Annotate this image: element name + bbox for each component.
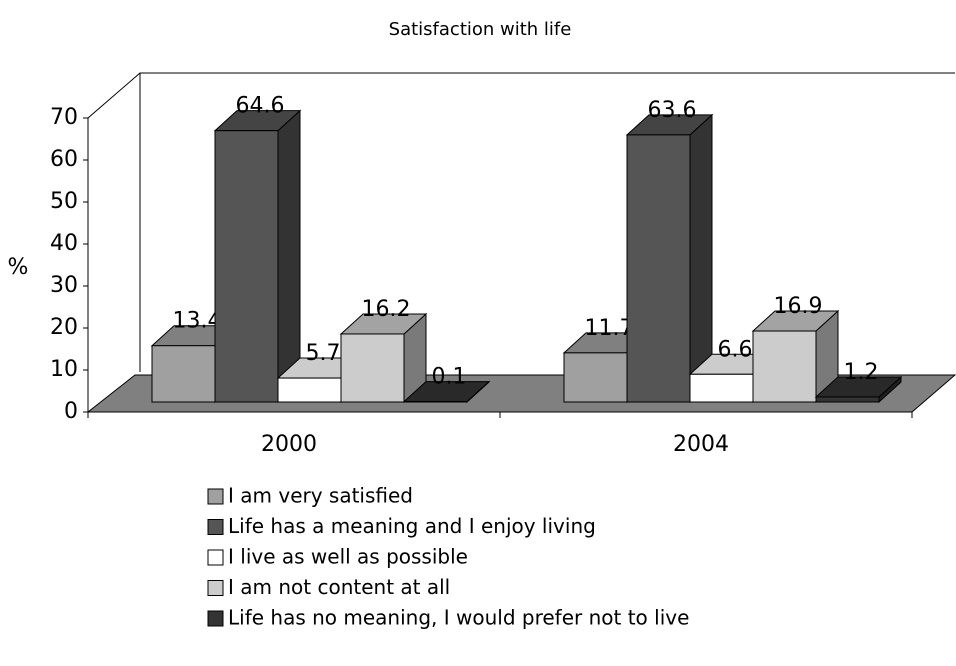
y-tick-label: 40 [50,231,78,256]
y-tick-label: 30 [50,273,78,298]
bar [214,130,279,403]
y-axis-label: % [8,255,29,280]
legend-label: Life has no meaning, I would prefer not … [228,606,689,630]
value-label: 5.7 [306,341,341,366]
value-label: 63.6 [648,98,697,123]
x-tick-label: 2000 [261,432,317,457]
y-tick-label: 70 [50,105,78,130]
x-tick-label: 2004 [673,432,729,457]
value-label: 64.6 [236,94,285,119]
y-tick-label: 20 [50,315,78,340]
chart-title: Satisfaction with life [389,19,572,40]
value-label: 16.9 [774,294,823,319]
legend-swatch [207,610,224,627]
legend-label: I am not content at all [228,575,450,599]
legend-swatch [207,519,224,535]
bar [815,396,880,403]
value-label: 1.2 [844,360,879,385]
value-label: 13.4 [173,309,222,334]
y-tick-label: 0 [64,399,78,424]
bar [340,333,405,403]
value-label: 11.7 [585,316,634,341]
value-label: 6.6 [718,337,753,362]
back-wall [87,72,955,119]
bar [563,352,628,403]
y-tick-label: 10 [50,357,78,382]
legend-swatch [207,488,224,505]
value-label: 0.1 [432,365,467,390]
y-tick-label: 50 [50,189,78,214]
legend-swatch [207,549,224,566]
bar [752,330,817,403]
legend-swatch [207,580,224,596]
bar [626,134,691,403]
legend-label: Life has a meaning and I enjoy living [228,514,596,538]
value-label: 16.2 [362,297,411,322]
bar-side [277,109,301,404]
bar [689,373,754,403]
bar [277,377,342,403]
legend-label: I am very satisfied [228,484,413,508]
y-tick-label: 60 [50,147,78,172]
legend-label: I live as well as possible [228,545,468,569]
bar [151,345,216,403]
